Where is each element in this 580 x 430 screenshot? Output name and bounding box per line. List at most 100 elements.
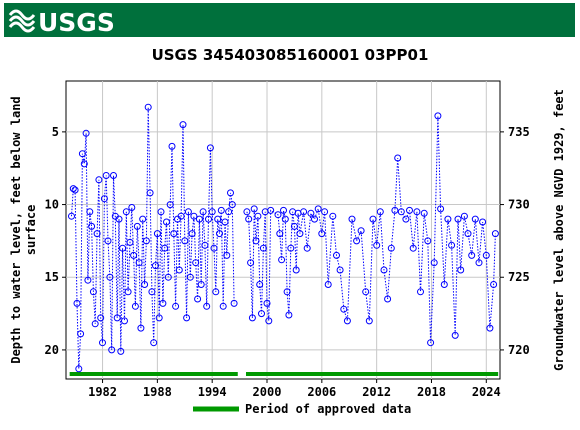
data-point	[172, 302, 180, 310]
data-point	[283, 288, 291, 296]
x-tick-label: 1988	[143, 385, 172, 399]
data-point	[95, 176, 103, 184]
data-point	[486, 324, 494, 332]
x-tick-label: 2012	[362, 385, 391, 399]
series-line	[71, 107, 235, 369]
data-point	[437, 205, 445, 213]
data-point	[373, 241, 381, 249]
data-point	[89, 288, 97, 296]
data-point	[97, 314, 105, 322]
data-point	[290, 222, 298, 230]
data-point	[413, 208, 421, 216]
data-point	[126, 238, 134, 246]
data-point	[397, 208, 405, 216]
data-point	[424, 237, 432, 245]
y-right-tick-label: 720	[508, 343, 530, 357]
data-point	[163, 218, 170, 226]
data-point	[250, 205, 258, 213]
data-point	[69, 185, 77, 193]
data-point	[212, 288, 220, 296]
x-tick-label: 2006	[307, 385, 336, 399]
data-point	[285, 311, 293, 319]
data-point	[243, 208, 251, 216]
data-point	[164, 273, 172, 281]
data-point	[121, 317, 128, 325]
data-point	[329, 212, 337, 220]
data-point	[362, 288, 370, 296]
data-point	[460, 212, 468, 220]
data-point	[221, 218, 229, 226]
data-point	[225, 208, 233, 216]
data-point	[75, 365, 83, 373]
data-point	[184, 208, 192, 216]
y-left-tick-label: 20	[45, 343, 59, 357]
data-point	[157, 208, 165, 216]
usgs-wave-logo-icon: USGS	[8, 8, 115, 37]
y-axis-right: 720 725 730 735	[500, 125, 530, 357]
data-point	[490, 281, 498, 288]
data-point	[430, 259, 438, 267]
data-point	[482, 251, 490, 259]
data-point	[152, 262, 159, 270]
data-point	[402, 215, 410, 223]
data-point	[321, 208, 329, 216]
data-point	[113, 314, 121, 322]
data-point	[248, 314, 256, 322]
data-point	[265, 317, 273, 325]
data-point	[141, 281, 149, 288]
data-point	[201, 241, 209, 249]
y-right-tick-label: 725	[508, 270, 530, 284]
data-point	[216, 230, 223, 238]
data-point	[84, 276, 92, 284]
data-point	[380, 266, 388, 274]
data-point	[303, 244, 311, 252]
data-point	[181, 237, 189, 245]
data-point	[252, 237, 260, 245]
data-point	[86, 208, 94, 216]
data-point	[137, 324, 145, 332]
data-point	[409, 244, 417, 252]
data-point	[71, 186, 79, 194]
data-point	[133, 222, 141, 230]
data-point	[491, 230, 499, 238]
data-point	[307, 209, 315, 217]
data-point	[148, 288, 156, 296]
y-left-tick-label: 15	[45, 270, 59, 284]
data-point	[110, 172, 117, 179]
x-tick-label: 2000	[253, 385, 282, 399]
x-tick-label: 1994	[198, 385, 227, 399]
data-point	[457, 266, 465, 274]
data-point	[444, 215, 452, 223]
data-point	[343, 317, 351, 325]
data-point	[99, 339, 106, 347]
y-right-tick-label: 735	[508, 125, 530, 139]
legend-approved-label: Period of approved data	[245, 402, 411, 416]
data-point	[357, 227, 365, 235]
data-point	[78, 150, 86, 158]
plot-area	[65, 80, 501, 380]
legend: Period of approved data	[193, 402, 411, 416]
data-point	[391, 206, 399, 214]
data-point	[384, 295, 392, 303]
data-point	[203, 302, 211, 310]
data-point	[194, 295, 202, 303]
data-point	[128, 204, 136, 211]
data-point	[281, 215, 289, 223]
data-point	[130, 251, 138, 259]
y-left-tick-label: 10	[45, 198, 59, 212]
data-point	[153, 230, 161, 238]
data-point	[420, 209, 428, 217]
y-axis-left-label-line1: Depth to water level, feet below land	[9, 96, 23, 363]
data-point	[296, 230, 304, 238]
data-point	[91, 320, 99, 328]
data-point	[468, 251, 476, 259]
data-points	[68, 103, 499, 373]
data-point	[214, 215, 222, 223]
data-point	[259, 244, 267, 252]
data-point	[146, 189, 154, 197]
data-point	[159, 299, 167, 307]
data-point	[155, 314, 163, 322]
data-point	[186, 273, 194, 281]
data-point	[190, 212, 198, 220]
